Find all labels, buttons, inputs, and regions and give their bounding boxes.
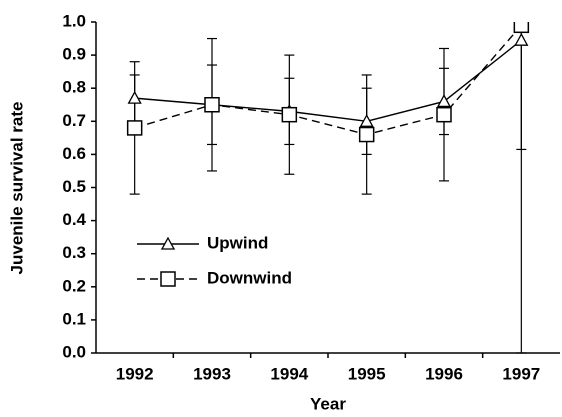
y-tick-label: 0.4 <box>62 210 86 229</box>
x-tick-label: 1997 <box>502 364 540 383</box>
marker <box>513 22 530 34</box>
legend-label: Downwind <box>207 268 292 287</box>
y-tick-label: 0.8 <box>62 78 86 97</box>
y-tick-label: 0.9 <box>62 45 86 64</box>
marker <box>436 106 452 123</box>
y-tick-label: 0.5 <box>62 177 86 196</box>
y-tick-label: 0.1 <box>62 309 86 328</box>
x-tick-label: 1995 <box>348 364 386 383</box>
y-tick-label: 0.2 <box>62 276 86 295</box>
x-tick-label: 1992 <box>116 364 154 383</box>
series-line <box>134 24 522 136</box>
marker <box>359 113 374 127</box>
x-axis-label: Year <box>310 394 346 413</box>
marker <box>514 32 529 46</box>
y-tick-label: 0.7 <box>62 111 86 130</box>
legend-marker <box>160 236 176 250</box>
x-tick-label: 1994 <box>270 364 308 383</box>
marker <box>358 126 375 143</box>
marker <box>281 106 298 123</box>
marker <box>204 97 220 113</box>
legend-marker <box>160 271 176 287</box>
x-tick-label: 1996 <box>425 364 463 383</box>
y-tick-label: 0.6 <box>62 144 86 163</box>
y-axis-label: Juvenile survival rate <box>7 102 26 275</box>
legend-label: Upwind <box>207 233 268 252</box>
marker <box>126 120 143 136</box>
y-tick-label: 0.3 <box>62 243 86 262</box>
series-line <box>134 39 522 123</box>
y-tick-label: 0.0 <box>62 342 86 361</box>
x-tick-label: 1993 <box>193 364 231 383</box>
marker <box>436 94 452 108</box>
plot-area <box>126 22 530 354</box>
y-tick-label: 1.0 <box>62 11 86 30</box>
marker <box>127 90 142 104</box>
